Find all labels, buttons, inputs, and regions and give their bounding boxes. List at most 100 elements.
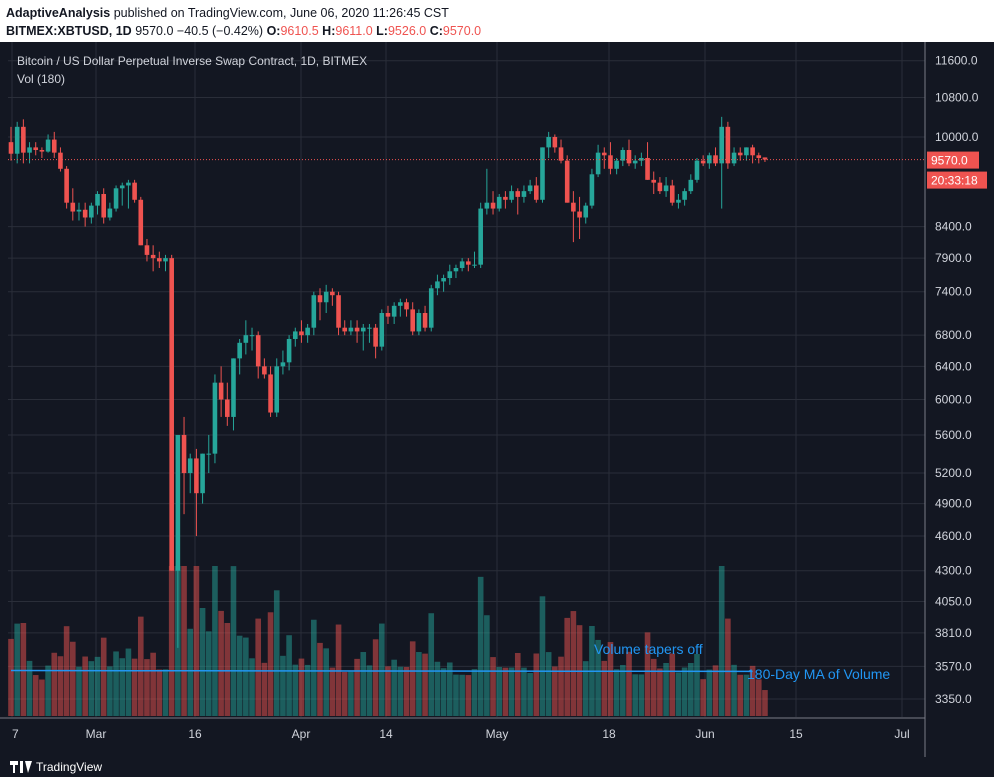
volume-bar xyxy=(76,666,82,716)
candle-body xyxy=(157,258,162,262)
volume-bar xyxy=(354,658,360,716)
volume-bar xyxy=(292,664,299,716)
volume-bar xyxy=(385,666,391,716)
candle-body xyxy=(564,160,570,203)
volume-bar xyxy=(26,660,33,716)
candle-body xyxy=(212,382,218,454)
price-tick-label: 5200.0 xyxy=(935,466,972,480)
candle-body xyxy=(144,245,150,255)
price-axis[interactable]: 11600.0 10800.0 10000.0 8400.0 7900.0 7400.0 6… xyxy=(924,42,979,757)
candle-body xyxy=(577,211,582,218)
candle-body xyxy=(373,327,378,347)
last-price: 9570.0 xyxy=(135,24,174,38)
volume-bar xyxy=(644,632,651,716)
volume-bar xyxy=(323,648,329,716)
volume-bar xyxy=(329,667,336,716)
candle-body xyxy=(311,295,317,328)
time-tick-label: 16 xyxy=(188,727,202,741)
volume-bar xyxy=(737,674,744,716)
candle-body xyxy=(441,278,446,282)
volume-bar xyxy=(131,658,138,716)
candle-body xyxy=(435,281,440,289)
volume-bar xyxy=(620,665,626,716)
volume-bar xyxy=(762,690,768,716)
open-label: O: xyxy=(266,24,281,38)
time-tick-label: May xyxy=(486,727,509,741)
volume-bar xyxy=(440,668,447,716)
volume-bar xyxy=(119,658,126,716)
candle-body xyxy=(237,342,242,359)
price-tick-label: 4600.0 xyxy=(935,529,972,543)
candle-body xyxy=(225,399,230,417)
time-axis[interactable]: 7 Mar 16 Apr 14 May 18 Jun 15 Jul xyxy=(0,717,925,741)
volume-bar xyxy=(471,669,478,716)
candle-body xyxy=(274,366,280,413)
candle-body xyxy=(484,202,490,209)
candle-body xyxy=(262,366,267,375)
volume-bar xyxy=(107,666,113,716)
candle-body xyxy=(82,209,88,218)
author-name[interactable]: AdaptiveAnalysis xyxy=(6,6,111,20)
volume-ma-line xyxy=(10,669,753,673)
volume-bar xyxy=(558,656,564,716)
volume-bar xyxy=(82,656,88,716)
price-tick-label: 3350.0 xyxy=(935,692,972,706)
volume-bar xyxy=(706,669,713,716)
time-tick-label: 7 xyxy=(12,727,19,741)
candle-body xyxy=(558,147,564,161)
candle-body xyxy=(663,185,669,192)
volume-bar xyxy=(749,665,756,716)
candle-body xyxy=(89,205,94,218)
volume-bar xyxy=(446,662,453,716)
volume-bar xyxy=(613,669,620,716)
volume-bar xyxy=(521,667,527,716)
volume-bar xyxy=(514,653,521,716)
volume-bar xyxy=(100,637,107,716)
time-tick-label: Jun xyxy=(695,727,714,741)
price-tick-label: 6400.0 xyxy=(935,359,972,373)
candle-body xyxy=(571,202,576,212)
volume-bar xyxy=(508,667,515,716)
volume-bar xyxy=(51,652,58,716)
candle-body xyxy=(231,358,236,417)
low-value: 9526.0 xyxy=(387,24,427,38)
candle-body xyxy=(45,139,51,152)
volume-bar xyxy=(249,658,255,716)
candle-body xyxy=(175,434,181,571)
price-chart[interactable]: 9570.0 20:33:18 11600.0 10800.0 10000.0 8400… xyxy=(0,42,994,757)
tradingview-logo[interactable]: TradingView xyxy=(10,760,102,774)
volume-bars xyxy=(8,566,768,716)
volume-bar xyxy=(199,608,206,716)
volume-bar xyxy=(434,661,441,716)
volume-bar xyxy=(570,611,577,716)
time-tick-label: 15 xyxy=(789,727,803,741)
volume-bar xyxy=(20,623,27,716)
candle-body xyxy=(472,264,477,266)
candle-body xyxy=(534,185,539,200)
volume-bar xyxy=(187,628,194,716)
volume-ma-note: 180-Day MA of Volume xyxy=(747,666,891,682)
candle-body xyxy=(354,327,360,332)
high-value: 9611.0 xyxy=(335,24,373,38)
candle-body xyxy=(292,331,298,339)
candle-body xyxy=(608,155,613,169)
volume-bar xyxy=(545,652,552,716)
candle-body xyxy=(51,139,57,153)
volume-bar xyxy=(712,665,719,716)
footer xyxy=(0,757,994,777)
candle-body xyxy=(731,152,737,164)
volume-bar xyxy=(465,675,472,716)
candle-body xyxy=(286,338,292,363)
candle-body xyxy=(521,191,527,197)
candle-body xyxy=(336,295,341,328)
volume-bar xyxy=(137,616,144,716)
change-value: −40.5 (−0.42%) xyxy=(176,24,264,38)
price-tick-label: 10000.0 xyxy=(935,130,979,144)
volume-bar xyxy=(304,664,311,716)
candle-body xyxy=(713,155,718,164)
candle-body xyxy=(707,155,712,164)
candle-body xyxy=(737,152,743,156)
price-tick-label: 8400.0 xyxy=(935,220,972,234)
candle-body xyxy=(515,191,521,197)
candle-body xyxy=(657,182,663,192)
